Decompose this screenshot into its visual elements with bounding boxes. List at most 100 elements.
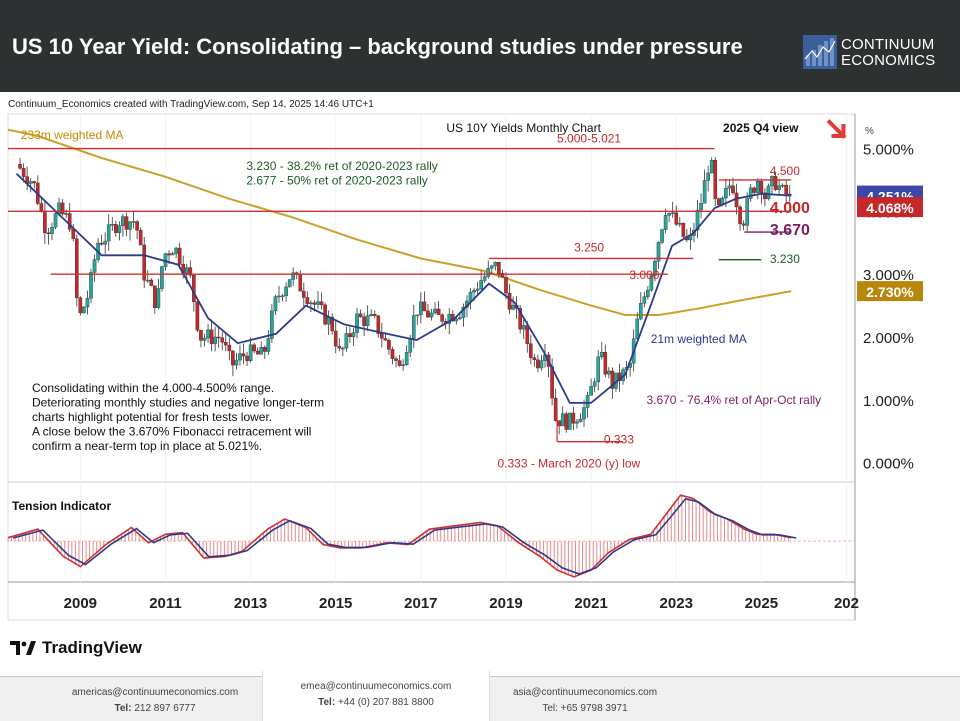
- candle-body: [773, 176, 778, 190]
- candle-body: [458, 317, 462, 320]
- tradingview-wordmark: TradingView: [42, 638, 142, 657]
- candle-body: [241, 353, 246, 357]
- candle-body: [199, 329, 203, 341]
- candle-body: [674, 212, 679, 225]
- candle-body: [85, 298, 90, 308]
- annotation-label: 21m weighted MA: [651, 332, 747, 346]
- note-line: confirm a near-term top in place at 5.02…: [32, 439, 262, 453]
- candle-body: [117, 225, 122, 233]
- candle-body: [436, 308, 441, 315]
- candle-body: [582, 407, 586, 420]
- x-tick-label: 2019: [489, 595, 522, 612]
- chart-area: 2009 2011 2013 2015 2017 2019 2021 2023 2025 202 5…: [0, 92, 960, 640]
- candle-body: [493, 261, 498, 267]
- candle-body: [748, 187, 753, 199]
- tel-label: Tel:: [542, 703, 558, 714]
- candle-body: [128, 221, 132, 230]
- candle-body: [273, 296, 278, 312]
- candle-body: [312, 302, 317, 305]
- candle-body: [280, 295, 285, 298]
- tel-label: Tel:: [318, 697, 336, 708]
- candle-body: [53, 213, 58, 228]
- candle-body: [223, 342, 228, 346]
- candle-body: [202, 337, 207, 341]
- candle-body: [238, 353, 242, 361]
- candle-body: [479, 280, 483, 290]
- logo-line-1: CONTINUUM: [841, 36, 935, 53]
- candle-body: [419, 301, 423, 316]
- candle-body: [156, 288, 161, 308]
- candle-body: [394, 358, 398, 361]
- candle-body: [231, 350, 235, 366]
- continuum-logo-mark: [803, 35, 837, 69]
- candle-body: [28, 181, 33, 184]
- note-line: A close below the 3.670% Fibonacci retra…: [32, 425, 311, 439]
- candle-body: [660, 229, 664, 243]
- candle-body: [195, 301, 200, 331]
- candle-body: [46, 232, 51, 235]
- candle-body: [167, 253, 171, 256]
- candle-body: [177, 247, 182, 265]
- candle-body: [575, 421, 579, 424]
- emea-email[interactable]: emea@continuumeconomics.com: [300, 681, 452, 692]
- plot-frame: [7, 113, 856, 621]
- note-line: Deteriorating monthly studies and negati…: [32, 396, 324, 410]
- candle-body: [433, 308, 437, 314]
- annotation-label: 2.677 - 50% ret of 2020-2023 rally: [246, 173, 427, 187]
- ma233-line: [7, 128, 792, 316]
- candle-body: [571, 412, 576, 424]
- candle-body: [390, 349, 395, 359]
- candle-body: [536, 359, 540, 369]
- candle-body: [635, 318, 640, 340]
- candle-body: [43, 210, 47, 234]
- price-label-box: [857, 281, 923, 302]
- candle-body: [472, 290, 476, 293]
- candle-body: [220, 337, 225, 343]
- candle-body: [564, 413, 569, 430]
- candle-body: [135, 221, 139, 231]
- candle-body: [525, 325, 530, 344]
- x-tick-label: 2013: [234, 595, 267, 612]
- candle-body: [784, 184, 788, 195]
- candle-body: [355, 313, 359, 333]
- candle-body: [192, 274, 196, 302]
- page-title: US 10 Year Yield: Consolidating – backgr…: [12, 34, 743, 59]
- candle-body: [89, 272, 93, 299]
- annotation-label: 3.670: [770, 222, 810, 239]
- candle-body: [756, 181, 760, 193]
- annotation-label: 3.670 - 76.4% ret of Apr-Oct rally: [646, 393, 821, 407]
- americas-tel-row: Tel: 212 897 6777: [50, 703, 260, 714]
- x-tick-label: 2021: [574, 595, 607, 612]
- candle-body: [287, 279, 292, 288]
- candle-body: [305, 297, 310, 305]
- candle-body: [592, 381, 597, 387]
- candle-body: [401, 364, 405, 366]
- candle-body: [39, 203, 44, 212]
- tension-fast-line: [7, 494, 792, 578]
- candle-body: [497, 261, 501, 274]
- candle-body: [266, 338, 271, 352]
- x-tick-label: 2015: [319, 595, 352, 612]
- yield-chart: 2009 2011 2013 2015 2017 2019 2021 2023 2025 2025…: [7, 113, 923, 621]
- candle-body: [383, 338, 388, 341]
- emea-tel-row: Tel: +44 (0) 207 881 8800: [263, 697, 489, 708]
- candle-body: [521, 325, 526, 330]
- candle-body: [92, 259, 97, 273]
- candle-body: [216, 336, 221, 339]
- candle-body: [298, 274, 303, 292]
- candles: [18, 157, 792, 435]
- candle-body: [252, 344, 256, 352]
- candle-body: [607, 370, 611, 375]
- americas-email[interactable]: americas@continuumeconomics.com: [71, 687, 239, 698]
- candle-body: [695, 209, 700, 231]
- candle-body: [475, 288, 480, 291]
- asia-email[interactable]: asia@continuumeconomics.com: [512, 687, 658, 698]
- x-tick-label: 202: [834, 595, 859, 612]
- candle-body: [213, 336, 217, 344]
- y-tick-label: 1.000%: [863, 393, 914, 410]
- candle-body: [553, 397, 558, 421]
- view-label: 2025 Q4 view: [723, 121, 799, 135]
- candle-body: [358, 313, 363, 318]
- annotation-label: 3.230 - 38.2% ret of 2020-2023 rally: [246, 159, 437, 173]
- candle-body: [160, 266, 164, 289]
